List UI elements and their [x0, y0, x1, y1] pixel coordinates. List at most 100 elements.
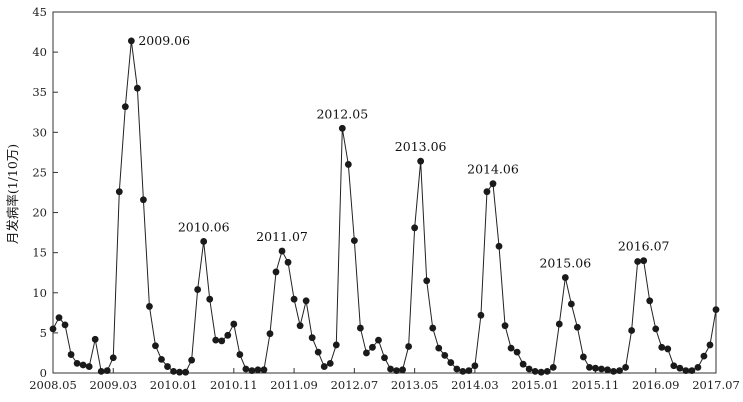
data-point: [447, 359, 455, 366]
data-point: [453, 365, 461, 373]
data-point: [326, 359, 334, 367]
data-point: [381, 354, 388, 362]
y-tick-label: 10: [32, 286, 47, 300]
data-point: [561, 274, 569, 281]
data-point: [646, 297, 654, 305]
data-point: [206, 295, 214, 303]
data-point: [284, 258, 292, 266]
data-point: [513, 348, 521, 356]
data-point: [260, 366, 268, 374]
data-point: [266, 330, 274, 338]
data-point: [218, 337, 226, 345]
data-point: [158, 355, 165, 363]
data-point: [369, 343, 376, 351]
data-point: [314, 348, 322, 356]
data-point: [302, 297, 310, 305]
data-point: [712, 306, 720, 314]
data-point: [338, 124, 346, 132]
data-point: [543, 368, 551, 375]
data-point: [278, 247, 286, 255]
data-point: [616, 367, 623, 374]
x-tick-label: 2015.11: [572, 378, 620, 392]
data-point: [417, 157, 425, 165]
data-point: [471, 362, 479, 370]
data-point: [320, 363, 328, 370]
y-tick-label: 45: [32, 5, 47, 19]
y-tick-label: 0: [40, 366, 47, 380]
peak-annotation: 2012.05: [316, 106, 368, 121]
data-point: [405, 343, 413, 350]
data-point: [356, 324, 364, 332]
data-point: [254, 366, 262, 374]
data-point: [236, 351, 244, 358]
data-point: [121, 103, 129, 111]
data-point: [477, 311, 485, 319]
data-point: [242, 365, 250, 373]
data-point: [670, 362, 678, 370]
x-tick-label: 2014.03: [451, 378, 499, 392]
data-point: [676, 364, 684, 372]
data-point: [489, 180, 497, 188]
data-point: [176, 368, 183, 376]
data-point: [308, 334, 316, 342]
peak-annotation: 2011.07: [256, 229, 308, 244]
data-point: [604, 366, 611, 374]
data-point: [194, 286, 202, 293]
data-point: [73, 359, 81, 367]
data-point: [694, 363, 702, 371]
x-tick-label: 2010.01: [150, 378, 198, 392]
data-point: [549, 363, 557, 371]
data-point: [79, 361, 87, 369]
data-point: [332, 341, 340, 349]
data-point: [531, 368, 539, 375]
data-point: [170, 368, 177, 375]
data-point: [688, 367, 696, 374]
data-point: [573, 323, 581, 331]
peak-annotation: 2010.06: [178, 219, 230, 234]
annotations-layer: 2009.06 2010.06 2011.07 2012.05 2013.06 2014.…: [138, 33, 669, 271]
data-point: [200, 238, 208, 245]
x-tick-label: 2017.07: [692, 378, 740, 392]
data-point: [103, 367, 111, 374]
data-point: [640, 257, 648, 265]
data-point: [290, 295, 298, 303]
data-point: [61, 321, 69, 329]
series-layer: [49, 37, 720, 376]
data-point: [127, 37, 135, 45]
data-point: [507, 344, 515, 352]
y-tick-label: 30: [32, 125, 47, 139]
x-tick-label: 2010.11: [210, 378, 258, 392]
data-point: [465, 367, 473, 374]
x-tick-label: 2011.09: [270, 378, 318, 392]
data-point: [363, 349, 370, 357]
data-point: [555, 320, 563, 328]
data-point: [393, 367, 400, 374]
data-point: [85, 363, 93, 370]
data-point: [248, 367, 256, 374]
data-point: [700, 352, 708, 360]
y-tick-label: 40: [32, 45, 47, 59]
plot-frame: [52, 11, 717, 374]
data-point: [152, 342, 159, 350]
data-point: [459, 368, 467, 375]
y-tick-label: 5: [40, 326, 47, 340]
data-point: [67, 351, 75, 358]
data-point: [567, 300, 575, 308]
x-tick-label: 2009.03: [89, 378, 137, 392]
data-point: [537, 368, 545, 376]
data-point: [495, 242, 503, 250]
data-point: [133, 84, 141, 92]
data-point: [423, 277, 431, 285]
data-point: [525, 365, 533, 373]
data-point: [483, 188, 491, 196]
data-point: [109, 354, 117, 362]
data-point: [592, 364, 599, 372]
data-point: [344, 161, 352, 168]
x-tick-label: 2008.05: [29, 378, 77, 392]
peak-annotation: 2013.06: [395, 139, 447, 154]
data-point: [598, 365, 605, 373]
data-point: [580, 353, 587, 361]
y-tick-label: 35: [32, 85, 47, 99]
data-point: [519, 360, 527, 368]
